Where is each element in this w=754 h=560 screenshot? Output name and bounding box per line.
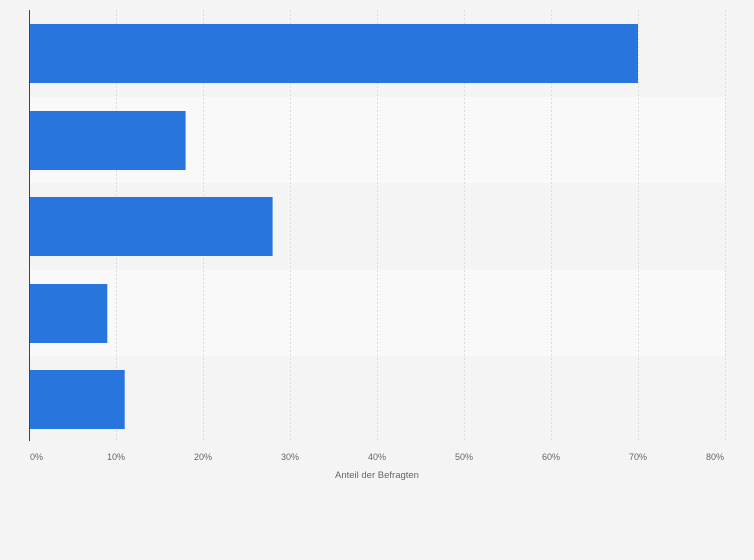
- x-tick-label: 70%: [629, 452, 647, 462]
- x-tick-label: 20%: [194, 452, 212, 462]
- x-tick-labels: 0% 10% 20% 30% 40% 50% 60% 70% 80%: [30, 452, 724, 462]
- bar: [30, 197, 273, 256]
- x-tick-label: 10%: [107, 452, 125, 462]
- bar: [30, 111, 186, 170]
- x-tick-label: 60%: [542, 452, 560, 462]
- x-axis-title: Anteil der Befragten: [335, 470, 419, 481]
- bar: [30, 284, 108, 343]
- x-tick-label: 30%: [281, 452, 299, 462]
- bars: [30, 24, 638, 429]
- x-tick-label: 40%: [368, 452, 386, 462]
- x-tick-label: 0%: [30, 452, 43, 462]
- x-tick-label: 80%: [706, 452, 724, 462]
- x-tick-label: 50%: [455, 452, 473, 462]
- bar: [30, 370, 125, 429]
- bar: [30, 24, 638, 83]
